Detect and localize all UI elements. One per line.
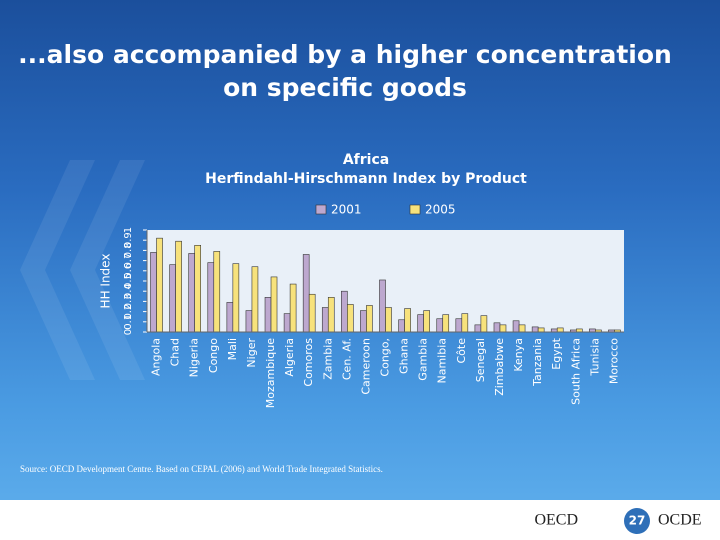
y-tick-label: 0.1 [123, 314, 134, 330]
bar [398, 319, 405, 333]
bar [289, 283, 297, 333]
legend-label: 2001 [331, 203, 362, 217]
x-tick-label: Mali [226, 338, 239, 360]
chart: ...also accompanied by a higher concentr… [18, 40, 672, 474]
y-tick-label: 0.6 [123, 263, 134, 279]
y-axis-label: HH Index [99, 254, 113, 309]
bar [531, 326, 539, 333]
bar [169, 264, 176, 333]
bar [404, 308, 411, 333]
y-tick-label: 0.8 [123, 242, 134, 258]
bar [245, 310, 253, 333]
footer-right: OCDE [658, 512, 702, 529]
bar [232, 263, 240, 333]
bar [251, 266, 259, 333]
bar [385, 307, 392, 333]
slide-title: ...also accompanied by a higher concentr… [18, 40, 672, 69]
bar [264, 297, 272, 333]
x-tick-label: Namibia [436, 338, 449, 384]
y-tick-label: 0.4 [123, 283, 134, 299]
bar [347, 304, 354, 333]
bar [308, 293, 316, 333]
x-tick-label: Kenya [512, 338, 525, 372]
footer-logo: OECD 27 OCDE [534, 508, 702, 534]
legend-swatch [315, 204, 327, 215]
y-tick-label: 0.5 [123, 273, 134, 289]
footer-left: OECD [534, 512, 578, 529]
bar [321, 307, 329, 333]
bar [175, 240, 182, 333]
x-tick-label: Senegal [474, 338, 487, 382]
footer: OECD 27 OCDE [0, 500, 720, 540]
decor-chevron [70, 160, 145, 380]
bar [156, 237, 163, 333]
x-tick-label: Morocco [607, 338, 620, 384]
bar [417, 314, 424, 333]
bar [341, 290, 348, 333]
bar [150, 252, 157, 333]
bar [512, 320, 520, 333]
x-tick-label: Congo, [379, 338, 392, 377]
x-tick-label: Cen. Af. [340, 338, 353, 380]
bar [423, 310, 430, 333]
x-tick-label: Cameroon [359, 338, 372, 395]
slide-title: on specific goods [223, 73, 467, 102]
y-tick-label: 0 [123, 329, 134, 335]
x-tick-label: Ghana [398, 338, 411, 374]
legend-swatch [409, 204, 421, 215]
bar [556, 327, 564, 333]
x-tick-label: Mozambique [264, 338, 277, 408]
page-badge [624, 508, 650, 534]
page-number: 27 [629, 514, 646, 528]
x-tick-label: Tunisia [588, 338, 601, 377]
x-tick-label: Angola [150, 338, 163, 376]
chart-title: Africa [343, 152, 389, 168]
bar [474, 324, 482, 333]
x-tick-label: Gambia [417, 338, 430, 381]
y-tick-label: 0.3 [123, 293, 134, 309]
bar [207, 262, 215, 333]
x-tick-label: South Africa [569, 338, 582, 405]
bar [455, 318, 463, 333]
x-tick-label: Zimbabwe [493, 338, 506, 396]
bar [366, 305, 373, 333]
source-note: Source: OECD Development Centre. Based o… [20, 464, 383, 474]
x-tick-label: Chad [169, 338, 182, 366]
y-tick-label: 0.2 [123, 304, 134, 320]
bar [188, 253, 195, 333]
bar [379, 279, 386, 333]
bar [499, 324, 507, 333]
x-tick-label: Niger [245, 338, 258, 368]
bar [226, 302, 234, 333]
bar [302, 254, 310, 333]
x-tick-label: Algeria [283, 338, 296, 377]
bar [480, 315, 488, 333]
x-tick-label: Egypt [550, 337, 563, 369]
bar [213, 251, 221, 333]
bar [283, 313, 291, 333]
bar [360, 310, 367, 333]
bar [442, 314, 450, 333]
x-tick-label: Côte [455, 338, 468, 364]
bar [493, 322, 501, 333]
decor-chevron [20, 160, 95, 380]
bar [461, 313, 469, 333]
bar [194, 245, 201, 333]
x-tick-label: Comoros [302, 338, 315, 387]
y-tick-label: 0.9 [123, 232, 134, 248]
bar [436, 318, 444, 333]
y-tick-label: 0.7 [123, 253, 134, 269]
x-tick-label: Tanzania [531, 338, 544, 387]
bar [270, 276, 278, 333]
legend-label: 2005 [425, 203, 456, 217]
bar [327, 297, 335, 333]
bar [518, 324, 526, 333]
chart-subtitle: Herfindahl-Hirschmann Index by Product [205, 171, 527, 187]
x-tick-label: Nigeria [188, 338, 201, 377]
x-tick-label: Zambia [321, 338, 334, 380]
x-tick-label: Congo [207, 338, 220, 373]
y-tick-label: 1 [123, 227, 134, 233]
bar [537, 327, 545, 333]
